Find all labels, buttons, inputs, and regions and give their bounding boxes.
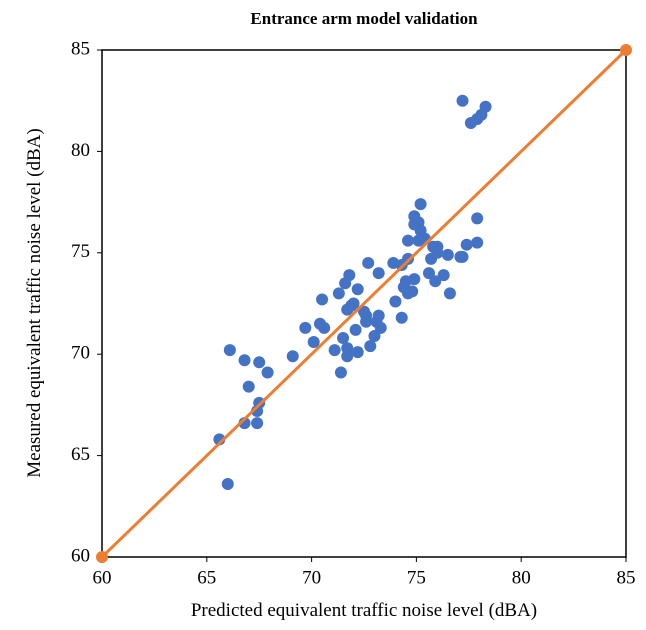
scatter-point xyxy=(286,350,299,363)
scatter-point xyxy=(374,321,387,334)
scatter-point xyxy=(471,236,484,249)
y-tick-label: 60 xyxy=(71,545,90,566)
scatter-point xyxy=(351,283,364,296)
scatter-point xyxy=(422,267,435,280)
x-tick-label: 80 xyxy=(512,567,531,588)
scatter-point xyxy=(337,331,350,344)
scatter-point xyxy=(456,94,469,107)
scatter-point xyxy=(307,336,320,349)
scatter-point xyxy=(334,366,347,379)
y-tick-label: 75 xyxy=(71,241,90,262)
x-tick-label: 75 xyxy=(407,567,426,588)
y-tick-label: 65 xyxy=(71,444,90,465)
scatter-point xyxy=(341,350,354,363)
scatter-point xyxy=(339,277,352,290)
scatter-point xyxy=(389,295,402,308)
y-tick-label: 85 xyxy=(71,38,90,59)
scatter-point xyxy=(464,117,477,130)
scatter-point xyxy=(238,354,251,367)
x-tick-label: 60 xyxy=(93,567,112,588)
scatter-point xyxy=(471,212,484,225)
scatter-point xyxy=(362,256,375,269)
scatter-point xyxy=(441,248,454,261)
scatter-point xyxy=(316,293,329,306)
y-tick-label: 80 xyxy=(71,140,90,161)
x-tick-label: 65 xyxy=(197,567,216,588)
scatter-point xyxy=(456,250,469,263)
y-axis-label: Measured equivalent traffic noise level … xyxy=(24,128,45,477)
scatter-point xyxy=(360,315,373,328)
scatter-point xyxy=(242,380,255,393)
line xyxy=(100,48,628,559)
scatter-point xyxy=(341,303,354,316)
scatter-point xyxy=(221,477,234,490)
scatter-point xyxy=(429,275,442,288)
scatter-point xyxy=(402,287,415,300)
x-tick-label: 70 xyxy=(302,567,321,588)
scatter-point xyxy=(332,287,345,300)
scatter-point xyxy=(368,329,381,342)
scatter-point xyxy=(460,238,473,251)
scatter-point xyxy=(414,198,427,211)
scatter-point xyxy=(223,344,236,357)
scatter-point xyxy=(437,269,450,282)
scatter-point xyxy=(351,346,364,359)
scatter-point xyxy=(372,267,385,280)
scatter-point xyxy=(261,366,274,379)
y-tick-label: 70 xyxy=(71,343,90,364)
scatter-point xyxy=(412,234,425,247)
line-marker xyxy=(620,44,632,56)
scatter-point xyxy=(443,287,456,300)
x-tick-label: 85 xyxy=(617,567,636,588)
scatter-point xyxy=(349,323,362,336)
scatter-point xyxy=(364,340,377,353)
scatter-point xyxy=(253,356,266,369)
scatter-point xyxy=(402,234,415,247)
scatter-point xyxy=(251,417,264,430)
plot-frame xyxy=(101,49,627,558)
scatter-point xyxy=(328,344,341,357)
scatter-point xyxy=(425,252,438,265)
scatter-point xyxy=(313,317,326,330)
scatter-point xyxy=(299,321,312,334)
chart-title: Entrance arm model validation xyxy=(250,9,478,28)
x-axis-label: Predicted equivalent traffic noise level… xyxy=(191,600,537,621)
line-marker xyxy=(96,551,108,563)
scatter-point xyxy=(395,311,408,324)
